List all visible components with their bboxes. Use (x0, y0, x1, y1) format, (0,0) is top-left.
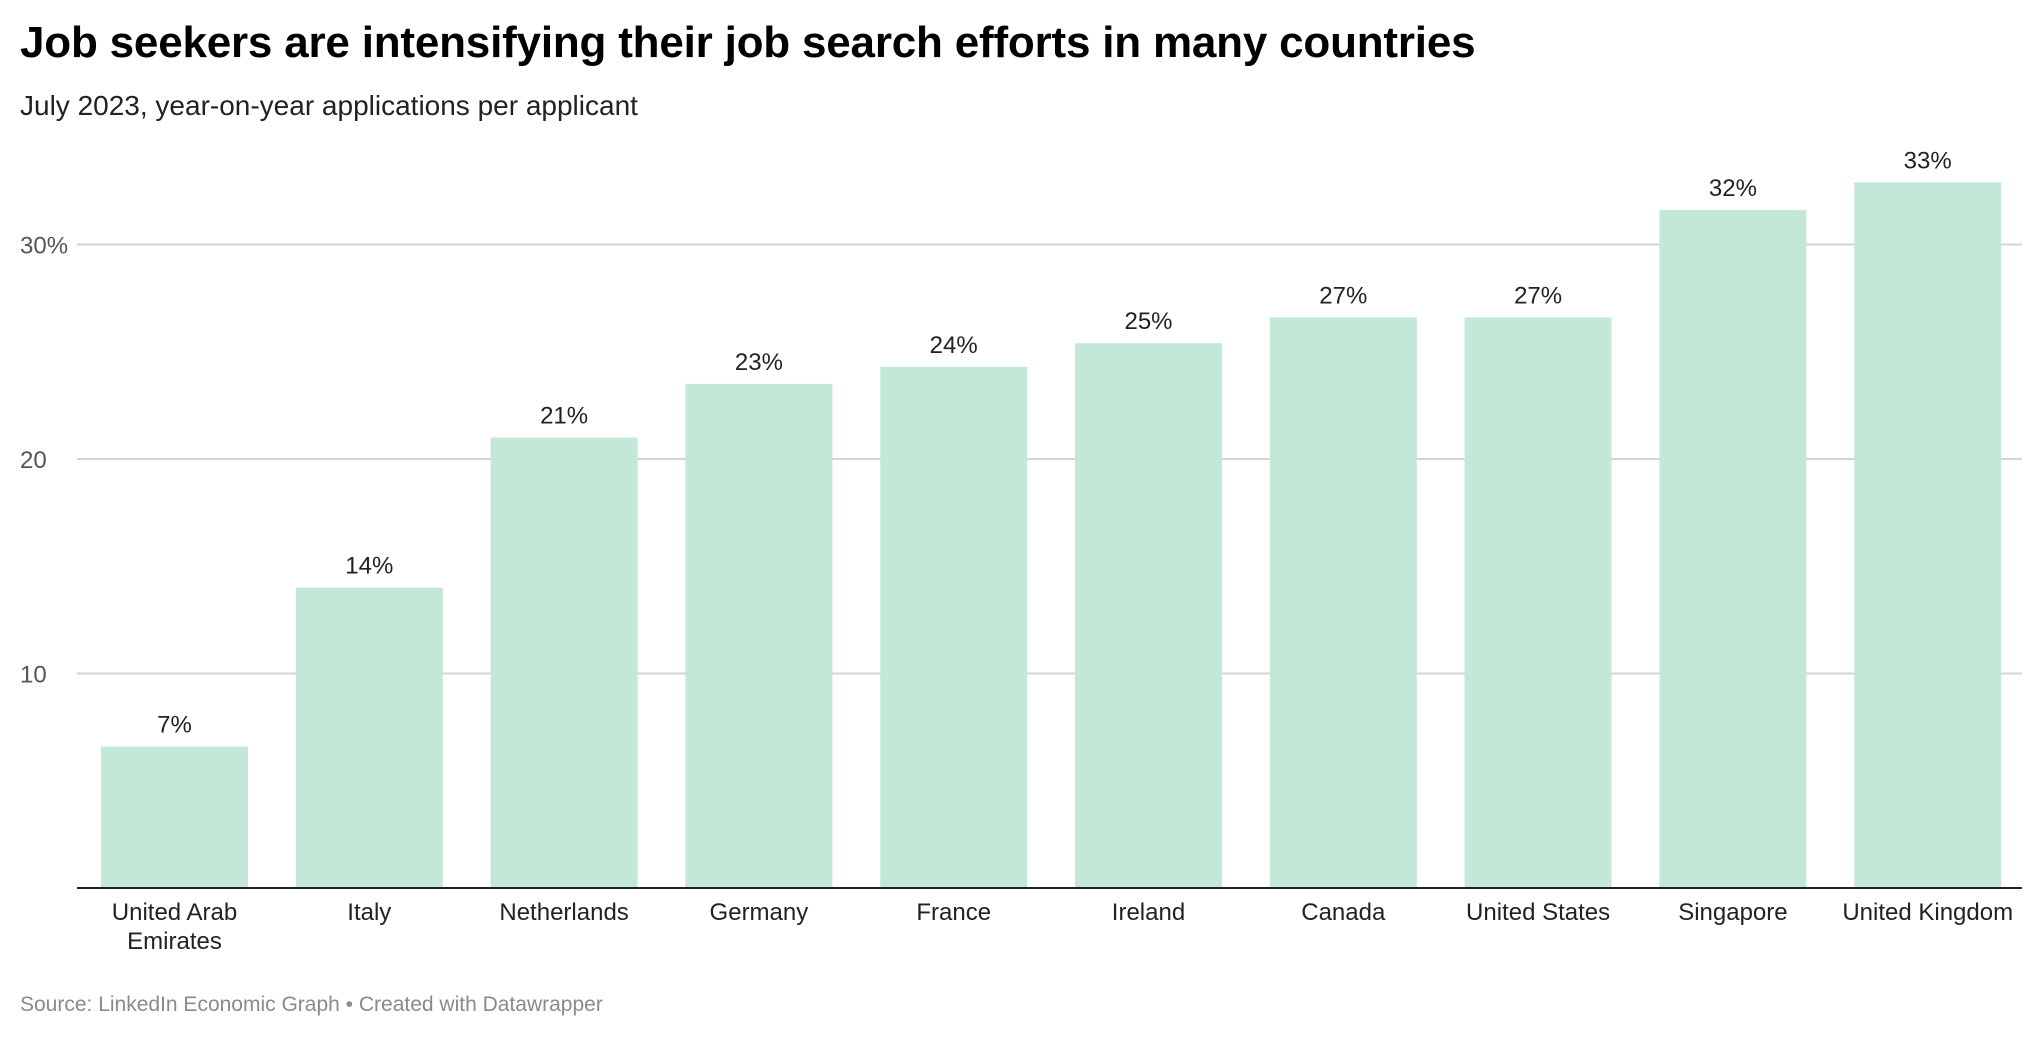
bar (1464, 317, 1612, 888)
x-tick-label: Italy (347, 899, 391, 926)
data-label: 24% (930, 332, 978, 359)
x-tick-label: United Kingdom (1842, 899, 2013, 926)
data-label: 7% (157, 711, 192, 738)
chart-title: Job seekers are intensifying their job s… (20, 18, 1476, 67)
data-labels: 7% 14% 21% 23% 24% 25% 27% 27% 32% 33% (157, 147, 1952, 738)
bar (295, 587, 443, 888)
bar (1075, 343, 1222, 888)
bar (1854, 182, 2002, 889)
data-label: 23% (735, 349, 783, 376)
x-tick-label: Germany (710, 899, 809, 926)
x-tick-label: Canada (1301, 899, 1386, 926)
bar (1269, 317, 1417, 888)
y-tick-label: 30% (20, 233, 68, 260)
data-label: 14% (345, 553, 393, 580)
chart-source: Source: LinkedIn Economic Graph • Create… (20, 993, 603, 1016)
x-tick-label: United Arab (112, 899, 237, 926)
data-label: 25% (1124, 308, 1172, 335)
x-tick-label: United States (1466, 899, 1610, 926)
data-label: 21% (540, 403, 588, 430)
bars (101, 182, 2002, 889)
data-label: 32% (1709, 175, 1757, 202)
data-label: 27% (1319, 282, 1367, 309)
chart-subtitle: July 2023, year-on-year applications per… (20, 90, 638, 121)
bar (685, 383, 833, 888)
x-tick-label: Ireland (1112, 899, 1185, 926)
bar (101, 746, 248, 888)
x-tick-label: France (916, 899, 991, 926)
data-label: 33% (1904, 147, 1952, 174)
x-tick-label: Netherlands (499, 899, 628, 926)
data-label: 27% (1514, 282, 1562, 309)
y-tick-label: 20 (20, 447, 47, 474)
bar (1659, 210, 1807, 888)
y-tick-label: 10 (20, 662, 47, 689)
bar (880, 366, 1028, 888)
x-tick-label: Emirates (127, 928, 222, 955)
bar (490, 437, 638, 888)
x-tick-label: Singapore (1678, 899, 1787, 926)
